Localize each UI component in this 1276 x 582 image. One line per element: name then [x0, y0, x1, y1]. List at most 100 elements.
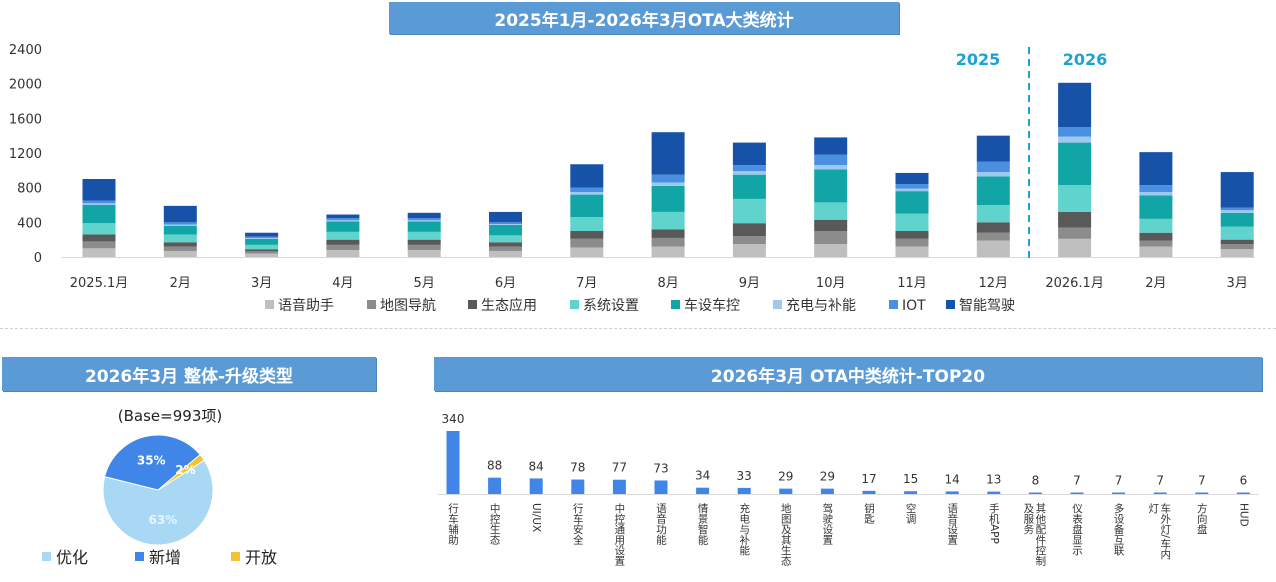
x-tick-label: 2月 [1145, 276, 1166, 291]
bar-segment-3 [407, 239, 441, 245]
top20-category-label: 行车辅助 [447, 502, 459, 546]
bar-segment-5 [895, 191, 929, 214]
pie-legend-label: 新增 [149, 548, 181, 567]
bar-segment-8 [326, 214, 360, 218]
bar-segment-4 [814, 202, 848, 220]
x-tick-label: 10月 [816, 276, 846, 291]
y-tick-label: 0 [34, 251, 42, 266]
bar-segment-8 [1058, 82, 1092, 127]
top20-category-label: 手机APP [988, 502, 1000, 544]
bar-segment-2 [570, 238, 604, 248]
bar-segment-2 [245, 251, 279, 254]
x-tick-label: 11月 [897, 276, 927, 291]
bar-segment-2 [1058, 227, 1092, 239]
legend-swatch [468, 300, 477, 309]
top20-bar [1112, 492, 1126, 494]
top20-category-label: 灯 [1147, 503, 1159, 514]
top20-value-label: 7 [1156, 474, 1164, 488]
bar-segment-1 [976, 240, 1010, 257]
top20-bar [654, 480, 668, 494]
top20-category-label: 及服务 [1022, 503, 1034, 535]
bar-segment-4 [895, 213, 929, 231]
bar-segment-2 [814, 231, 848, 244]
bar-segment-5 [326, 221, 360, 232]
bar-segment-4 [326, 231, 360, 240]
top20-value-label: 14 [945, 472, 960, 486]
top20-bar [945, 491, 959, 494]
legend-label: 车设车控 [684, 297, 740, 314]
top20-category-label: 车外灯/车内 [1159, 502, 1171, 560]
bar-segment-2 [326, 244, 360, 251]
bar-segment-7 [407, 218, 441, 221]
bar-segment-1 [651, 246, 685, 257]
y-tick-label: 1600 [9, 112, 42, 127]
top20-category-label: HUD [1237, 503, 1249, 527]
bar-segment-5 [976, 176, 1010, 205]
top20-bar [1195, 492, 1209, 494]
top20-value-label: 29 [820, 470, 835, 484]
bar-segment-7 [732, 165, 766, 172]
bar-segment-4 [570, 217, 604, 231]
top20-value-label: 88 [487, 459, 502, 473]
top20-category-label: 中控通用设置 [613, 502, 625, 566]
bar-segment-7 [1139, 185, 1173, 192]
pie-legend-swatch [135, 552, 144, 561]
bar-segment-8 [82, 179, 116, 201]
top20-category-label: 中控生态 [489, 502, 501, 545]
bar-segment-7 [651, 174, 685, 183]
bar-segment-1 [814, 244, 848, 257]
top20-chart-title: 2026年3月 OTA中类统计-TOP20 [434, 357, 1262, 391]
bar-segment-2 [407, 244, 441, 251]
bar-segment-6 [82, 203, 116, 205]
top20-category-label: 钥匙 [863, 502, 875, 524]
legend-label: 智能驾驶 [959, 298, 1015, 314]
bar-segment-4 [732, 198, 766, 224]
top20-category-label: 方向盘 [1196, 502, 1208, 534]
legend-swatch [671, 300, 680, 309]
bar-segment-7 [82, 200, 116, 204]
bar-segment-2 [1220, 244, 1254, 250]
top20-bar [612, 479, 626, 494]
bar-segment-4 [82, 223, 116, 235]
pie-slice-3 [157, 453, 205, 491]
bar-segment-7 [1058, 127, 1092, 137]
pie-slice-label: 63% [149, 513, 178, 527]
bar-segment-2 [489, 246, 522, 251]
bar-segment-4 [976, 205, 1010, 223]
legend-swatch [367, 300, 376, 309]
top20-bar [696, 487, 710, 494]
bar-segment-4 [163, 234, 197, 243]
bar-segment-2 [1139, 240, 1173, 247]
top20-category-label: UI/UX [530, 503, 542, 532]
pie-legend-swatch [42, 552, 51, 561]
bar-segment-3 [895, 231, 929, 239]
top20-value-label: 84 [529, 459, 544, 473]
top20-bar [488, 477, 502, 494]
bar-segment-1 [570, 247, 604, 257]
top20-value-label: 340 [442, 412, 465, 426]
bar-segment-3 [651, 229, 685, 238]
main-chart-title: 2025年1月-2026年3月OTA大类统计 [389, 2, 899, 34]
legend-label: 生态应用 [481, 297, 537, 314]
pie-legend-label: 优化 [56, 548, 88, 567]
bar-segment-6 [326, 220, 360, 222]
bar-segment-1 [163, 250, 197, 257]
bar-segment-8 [814, 137, 848, 155]
section-divider [0, 328, 1276, 329]
legend-label: IOT [902, 298, 926, 314]
bar-segment-2 [732, 236, 766, 244]
top20-category-label: 充电与补能 [738, 502, 750, 556]
top20-bar [1028, 492, 1042, 494]
bar-segment-5 [82, 205, 116, 224]
pie-base-label: (Base=993项) [118, 407, 222, 425]
bar-segment-5 [814, 169, 848, 203]
top20-category-label: 行车安全 [572, 502, 584, 545]
bar-segment-4 [1058, 185, 1092, 212]
top20-bar [737, 487, 751, 494]
bar-segment-2 [895, 238, 929, 247]
bar-segment-7 [814, 154, 848, 166]
bar-segment-7 [245, 236, 279, 238]
top20-value-label: 7 [1115, 474, 1123, 488]
legend-swatch [773, 300, 782, 309]
